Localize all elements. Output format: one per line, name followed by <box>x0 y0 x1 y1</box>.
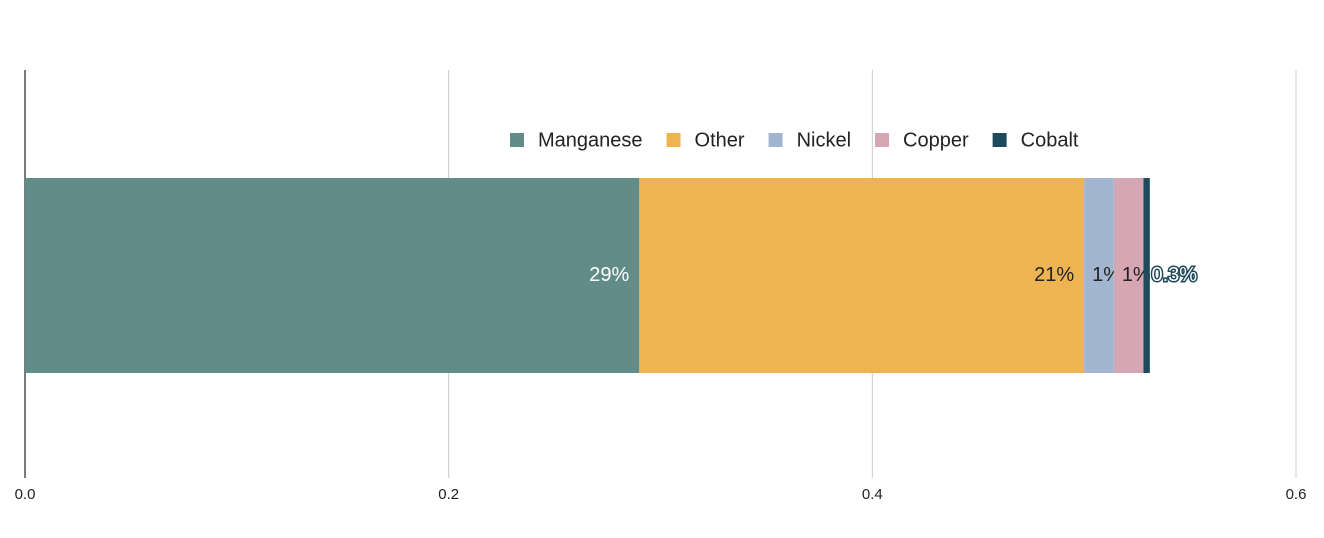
legend-swatch <box>875 133 890 147</box>
x-tick-label: 0.0 <box>15 486 36 503</box>
legend-label: Other <box>695 129 745 151</box>
bar-segment <box>1084 178 1114 373</box>
bar-segment <box>1113 178 1144 373</box>
legend-label: Copper <box>903 129 969 151</box>
legend-swatch <box>992 133 1007 147</box>
legend-swatch <box>510 133 524 147</box>
bar-segment <box>1143 178 1150 373</box>
legend-label: Manganese <box>538 129 643 151</box>
data-label: 29% <box>589 264 629 286</box>
legend-label: Cobalt <box>1021 129 1079 151</box>
x-tick-label: 0.6 <box>1286 486 1307 503</box>
data-label: 21% <box>1034 264 1074 286</box>
bar-segment <box>25 178 640 373</box>
x-tick-label: 0.4 <box>862 486 883 503</box>
legend-swatch <box>666 133 681 147</box>
bar-segment <box>639 178 1085 373</box>
data-label: 0.3% <box>1151 264 1197 286</box>
legend-swatch <box>768 133 783 147</box>
legend-label: Nickel <box>797 129 851 151</box>
x-tick-label: 0.2 <box>438 486 459 503</box>
